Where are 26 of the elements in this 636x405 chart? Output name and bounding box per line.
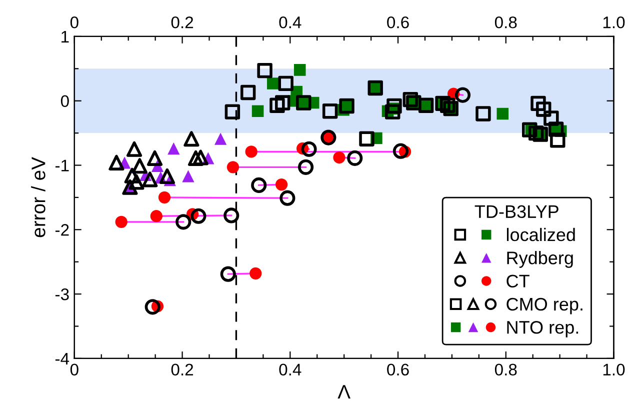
y-tick-label: -3 [55,288,69,300]
y-tick-label: -1 [55,160,69,172]
x2-tick-label: 0.4 [279,16,302,28]
x-tick-label: 1.0 [603,364,625,376]
x2-tick-label: 0.2 [171,16,194,28]
x-tick-label: 0 [70,364,78,376]
x-tick-label: 0.6 [387,364,409,376]
x2-tick-label: 0.6 [387,16,409,28]
x2-tick-label: 0 [70,16,78,28]
annotation: NTO rep. [507,320,578,338]
y-tick-label: 0 [60,95,69,108]
x-tick-label: 0.4 [279,364,302,376]
annotation: CMO rep. [506,298,582,314]
y-axis-title: error / eV [31,156,46,238]
legend-label: localized [506,228,575,242]
y-tick-label: -4 [55,353,70,364]
x-tick-label: 0.8 [494,364,517,376]
y-tick-label: -2 [55,224,69,236]
x2-tick-label: 1.0 [603,16,625,28]
legend-label: CT [506,274,530,288]
x-tick-label: 0.2 [171,364,194,376]
legend-title: TD-B3LYP [474,205,558,218]
x-axis-title: Λ [338,385,350,398]
y-tick-label: 1 [62,31,69,42]
x2-tick-label: 0.8 [494,16,517,28]
legend-label: Rydberg [507,251,573,268]
